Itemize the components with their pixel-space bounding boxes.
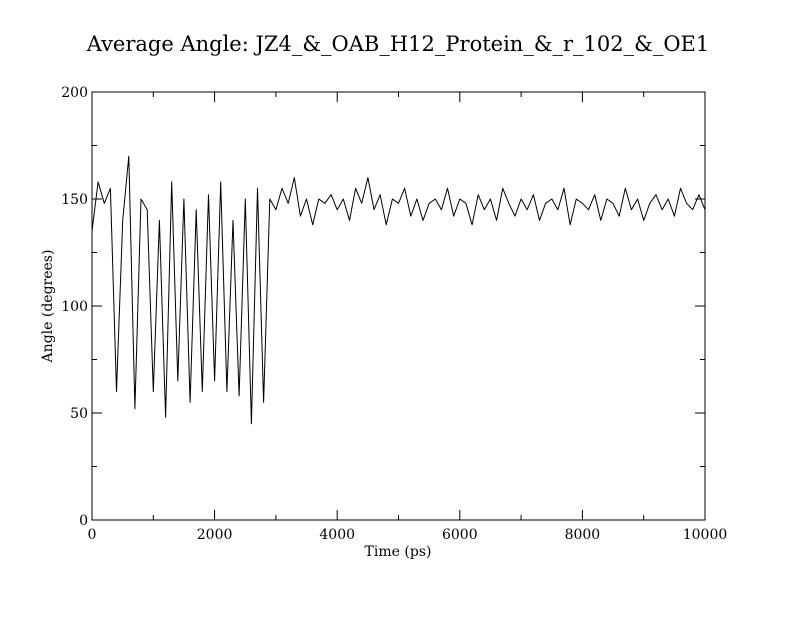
x-tick-label: 2000 [197,527,233,543]
y-tick-label: 150 [61,192,88,208]
y-tick-label: 0 [79,513,88,529]
x-tick-label: 4000 [319,527,355,543]
series-line [91,155,706,425]
y-tick-label: 200 [61,85,88,101]
x-tick-label: 0 [88,527,97,543]
x-axis-label: Time (ps) [365,544,432,560]
ticks-layer: 0 2000 4000 6000 8000 10000 0 50 100 150 200 [61,85,727,543]
series-layer [91,155,706,425]
x-tick-label: 10000 [683,527,728,543]
x-tick-label: 6000 [442,527,478,543]
x-tick-label: 8000 [565,527,601,543]
y-axis-label: Angle (degrees) [40,250,56,364]
y-tick-label: 100 [61,299,88,315]
plot-frame [91,91,706,521]
chart-title: Average Angle: JZ4_&_OAB_H12_Protein_&_r… [86,32,709,56]
y-tick-label: 50 [70,406,88,422]
